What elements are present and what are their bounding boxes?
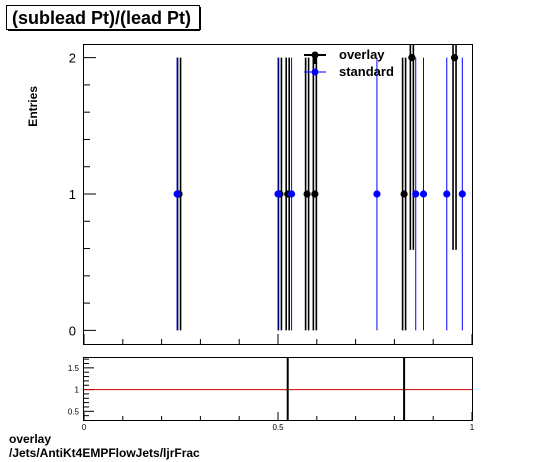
ratio-x-tick-label: 0 [82, 423, 87, 432]
footer-line-2: /Jets/AntiKt4EMPFlowJets/ljrFrac [9, 446, 200, 460]
standard-point [419, 190, 428, 198]
standard-point [274, 190, 282, 198]
standard-point [458, 190, 466, 198]
ratio-y-axis: 0.5 1 1.5 [68, 358, 94, 416]
ratio-x-axis: 0 0.5 1 [82, 412, 475, 432]
footer-line-1: overlay [9, 432, 52, 446]
main-y-axis: 0 1 2 [69, 51, 96, 338]
legend-marker-standard [311, 68, 319, 76]
ratio-y-tick-label: 1.5 [68, 364, 80, 373]
ratio-y-tick-label: 1 [75, 386, 80, 395]
ratio-x-tick-label: 0.5 [272, 423, 284, 432]
overlay-point [303, 190, 311, 198]
standard-point [287, 190, 296, 198]
overlay-point [408, 54, 416, 62]
chart-title: (sublead Pt)/(lead Pt) [12, 8, 191, 28]
overlay-point [400, 190, 408, 198]
y-tick-label: 1 [69, 187, 76, 202]
overlay-point [311, 190, 319, 198]
legend-label-standard: standard [339, 64, 394, 79]
ratio-y-tick-label: 0.5 [68, 407, 80, 416]
y-tick-label: 2 [69, 51, 76, 66]
overlay-point [450, 54, 459, 62]
main-plot-frame [83, 44, 473, 345]
y-tick-label: 0 [69, 323, 76, 338]
ratio-data-marks [84, 357, 472, 420]
main-data-marks [173, 44, 466, 331]
standard-point [412, 190, 420, 198]
ratio-plot-frame [83, 357, 473, 421]
legend: overlay standard [304, 47, 394, 79]
ratio-x-tick-label: 1 [470, 423, 475, 432]
main-x-axis [83, 334, 473, 344]
ratio-point [402, 388, 406, 391]
standard-point [373, 190, 381, 198]
title-box: (sublead Pt)/(lead Pt) [6, 5, 201, 31]
y-axis-label: Entries [26, 86, 40, 127]
legend-marker-overlay [311, 51, 319, 59]
standard-point [443, 190, 451, 198]
standard-point [173, 190, 181, 198]
ratio-point [286, 388, 289, 391]
legend-label-overlay: overlay [339, 47, 385, 62]
